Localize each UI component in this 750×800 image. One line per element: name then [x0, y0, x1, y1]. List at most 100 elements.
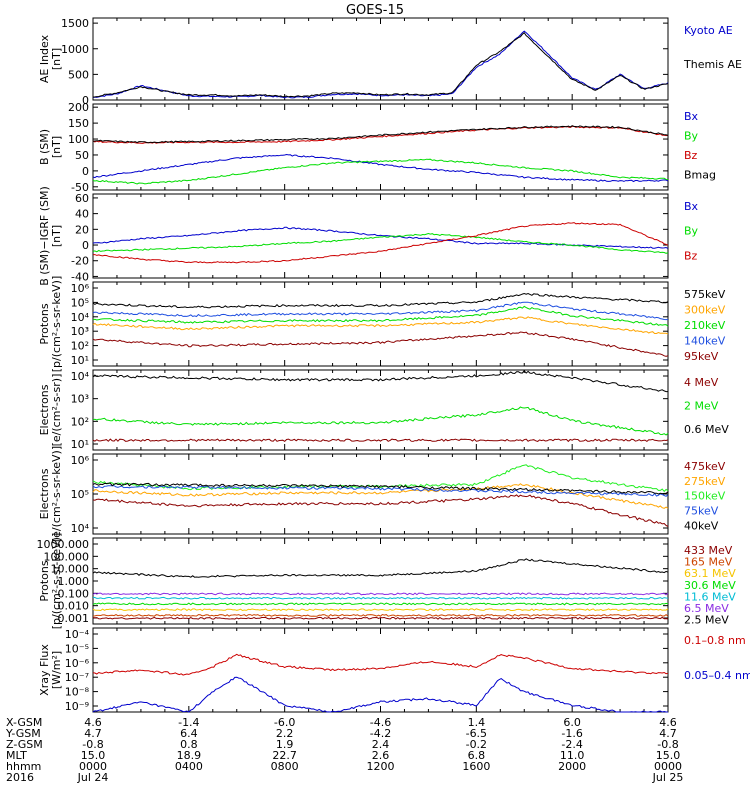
series-line — [92, 30, 669, 99]
y-axis-label: Electrons[e/(cm²-s-sr)] — [38, 374, 63, 447]
panel-5: 10⁴ 10³ 10² 10¹ Electrons[e/(cm²-s-sr)] 4 MeV… — [38, 369, 729, 451]
y-tick-label: 10⁻⁹ — [65, 700, 89, 713]
y-axis-label: Xray Flux[W/m²] — [38, 644, 63, 696]
series-line — [92, 653, 669, 676]
footer-value: 0800 — [271, 760, 299, 773]
legend-entry: 275keV — [684, 475, 726, 488]
y-tick-label: 1.000 — [58, 575, 90, 588]
y-tick-label: -20 — [71, 255, 89, 268]
y-axis-label: B (SM)[nT] — [38, 129, 63, 165]
series-line — [92, 31, 669, 98]
y-tick-label: 0.001 — [58, 612, 90, 625]
footer-row-label: hhmm — [6, 760, 41, 773]
series-line — [92, 596, 669, 600]
y-tick-label: 200 — [68, 101, 89, 114]
series-line — [92, 613, 669, 617]
footer-value: 6.0 — [563, 716, 581, 729]
y-tick-label: 10¹ — [71, 354, 89, 367]
y-tick-label: 10⁻⁸ — [65, 686, 90, 699]
panel-frame — [92, 103, 669, 191]
y-tick-label: 0 — [82, 165, 89, 178]
legend-entry: 433 MeV — [684, 544, 733, 557]
legend-entry: Bz — [684, 149, 698, 162]
footer-value: 1.4 — [468, 716, 486, 729]
y-axis-label: AE Index[nT] — [38, 34, 63, 83]
legend-entry: 300keV — [684, 304, 726, 317]
y-tick-label: 10⁶ — [71, 454, 90, 467]
footer-value: 4.7 — [659, 727, 677, 740]
legend-entry: 75keV — [684, 504, 719, 517]
footer-value: 11.0 — [560, 749, 585, 762]
series-line — [92, 485, 669, 497]
footer-value: 1600 — [462, 760, 490, 773]
footer-value: 6.8 — [468, 749, 486, 762]
y-tick-label: 1000.000 — [37, 538, 90, 551]
legend-entry: 150keV — [684, 490, 726, 503]
legend-entry: 0.1–0.8 nm — [684, 634, 746, 647]
series-line — [92, 305, 669, 327]
y-axis-label: Electrons[e/(cm²-s-sr-keV)] — [38, 446, 63, 542]
legend-entry: Kyoto AE — [684, 24, 733, 37]
y-tick-label: 10⁵ — [71, 296, 89, 309]
figure-title: GOES-15 — [346, 3, 404, 18]
y-tick-label: 1500 — [61, 17, 89, 30]
footer-value: 2.6 — [372, 749, 390, 762]
series-line — [92, 153, 669, 183]
legend-entry: Bx — [684, 110, 699, 123]
legend-entry: 40keV — [684, 519, 719, 532]
y-tick-label: 1000 — [61, 43, 89, 56]
series-line — [92, 482, 669, 495]
footer-value: -6.0 — [274, 716, 295, 729]
y-tick-label: 50 — [75, 149, 89, 162]
panel-frame — [92, 369, 669, 451]
legend-entry: 30.6 MeV — [684, 579, 736, 592]
series-line — [92, 370, 668, 393]
footer-value: 22.7 — [272, 749, 297, 762]
y-tick-label: 60 — [75, 192, 89, 205]
series-line — [92, 464, 669, 493]
legend-entry: 140keV — [684, 335, 726, 348]
footer-value: -0.8 — [657, 738, 678, 751]
legend-entry: By — [684, 130, 699, 143]
legend-entry: 210keV — [684, 319, 726, 332]
y-tick-label: 20 — [75, 223, 89, 236]
footer-value: 0.8 — [180, 738, 198, 751]
panel-2: 200 150 100 50 0 -50 B (SM)[nT] Bx By Bz Bmag — [38, 101, 716, 194]
footer-value: -6.5 — [466, 727, 487, 740]
y-tick-label: 150 — [68, 117, 89, 130]
series-line — [93, 222, 669, 264]
footer-value: 18.9 — [177, 749, 202, 762]
legend-entry: 165 MeV — [684, 556, 733, 569]
series-line — [92, 676, 668, 713]
y-tick-label: 10¹ — [71, 438, 89, 451]
series-line — [92, 331, 669, 357]
series-line — [92, 292, 669, 309]
y-tick-label: 100 — [68, 133, 89, 146]
y-tick-label: 10² — [71, 415, 89, 428]
y-tick-label: 10⁻⁷ — [65, 671, 89, 684]
footer-value: 2.2 — [276, 727, 294, 740]
legend-entry: 0.6 MeV — [684, 423, 729, 436]
footer-value: 6.4 — [180, 727, 198, 740]
panel-frame — [92, 281, 669, 367]
y-tick-label: 10² — [71, 340, 89, 353]
series-line — [92, 125, 669, 144]
footer-value: 1200 — [367, 760, 395, 773]
footer-value: -1.4 — [178, 716, 199, 729]
y-tick-label: 0.100 — [58, 587, 90, 600]
y-tick-label: 10⁵ — [71, 488, 89, 501]
y-tick-label: 500 — [68, 68, 89, 81]
series-line — [92, 494, 669, 527]
y-tick-label: -50 — [71, 181, 89, 194]
legend-entry: By — [684, 225, 699, 238]
footer-value: 2000 — [558, 760, 586, 773]
series-line — [92, 592, 669, 596]
y-tick-label: 100.000 — [44, 550, 90, 563]
footer-value: 15.0 — [81, 749, 106, 762]
legend-entry: 0.05–0.4 nm — [684, 669, 750, 682]
series-line — [92, 406, 669, 436]
panel-frame — [92, 537, 669, 625]
series-line — [92, 301, 669, 321]
